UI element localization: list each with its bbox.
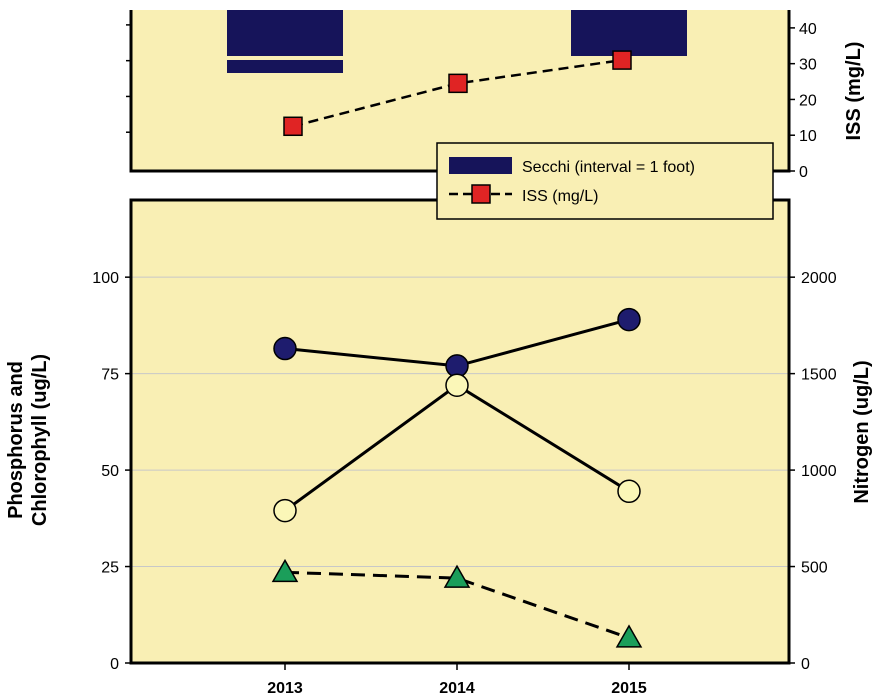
left-tick-label: 25 bbox=[101, 560, 119, 577]
nitrogen-axis-title: Nitrogen (ug/L) bbox=[851, 360, 873, 503]
right-tick-label: 2000 bbox=[801, 270, 837, 287]
legend: Secchi (interval = 1 foot) ISS (mg/L) bbox=[436, 142, 774, 220]
left-tick-label: 50 bbox=[101, 463, 119, 480]
series-line-triangle bbox=[284, 570, 630, 640]
top-right-axis: 0 10 20 30 40 bbox=[789, 21, 817, 181]
iss-axis-title: ISS (mg/L) bbox=[843, 42, 865, 141]
iss-tick-label: 40 bbox=[799, 21, 817, 38]
right-tick-label: 0 bbox=[801, 656, 810, 673]
secchi-bar-2015-1 bbox=[571, 10, 687, 56]
iss-series bbox=[283, 50, 632, 137]
iss-tick-label: 30 bbox=[799, 57, 817, 74]
right-tick-label: 500 bbox=[801, 560, 828, 577]
legend-box bbox=[436, 142, 774, 220]
x-axis: 2013 2014 2015 bbox=[267, 663, 647, 697]
point-triangle-2013 bbox=[271, 558, 299, 583]
bottom-panel: 0 25 50 75 100 0 500 1000 1500 2000 2013 2014 2015… bbox=[5, 198, 873, 697]
legend-iss-marker bbox=[471, 184, 491, 204]
iss-tick-label: 10 bbox=[799, 128, 817, 145]
point-circle-dark-2013 bbox=[273, 336, 297, 361]
iss-point-2015 bbox=[612, 50, 632, 70]
bottom-left-axis: 0 25 50 75 100 bbox=[92, 270, 131, 673]
iss-point-2014 bbox=[448, 73, 468, 94]
point-triangle-2015 bbox=[615, 624, 643, 648]
secchi-bar-2013-2 bbox=[227, 60, 343, 73]
iss-line bbox=[292, 58, 623, 128]
point-circle-light-2013 bbox=[273, 498, 297, 523]
x-tick-label: 2015 bbox=[611, 680, 647, 697]
gridlines bbox=[131, 276, 789, 568]
left-tick-label: 0 bbox=[110, 656, 119, 673]
right-tick-label: 1000 bbox=[801, 463, 837, 480]
iss-tick-label: 20 bbox=[799, 92, 817, 109]
bottom-right-axis: 0 500 1000 1500 2000 bbox=[789, 270, 837, 673]
bottom-plot-area bbox=[131, 200, 789, 663]
iss-tick-label: 0 bbox=[799, 164, 808, 181]
left-tick-label: 75 bbox=[101, 367, 119, 384]
top-left-ticks bbox=[126, 24, 131, 133]
iss-point-2013 bbox=[283, 116, 303, 137]
secchi-bars bbox=[227, 10, 687, 73]
legend-iss-label: ISS (mg/L) bbox=[522, 188, 598, 205]
point-circle-dark-2015 bbox=[617, 307, 641, 332]
point-triangle-2014 bbox=[443, 564, 471, 588]
right-tick-label: 1500 bbox=[801, 367, 837, 384]
left-axis-title-line2: Chlorophyll (ug/L) bbox=[29, 354, 51, 526]
x-tick-label: 2014 bbox=[439, 680, 475, 697]
secchi-bar-2013-1 bbox=[227, 10, 343, 56]
point-circle-light-2015 bbox=[617, 479, 641, 504]
x-tick-label: 2013 bbox=[267, 680, 303, 697]
legend-secchi-swatch bbox=[449, 157, 512, 174]
point-circle-light-2014 bbox=[445, 373, 469, 397]
bottom-series bbox=[271, 307, 643, 648]
left-tick-label: 100 bbox=[92, 270, 119, 287]
legend-secchi-label: Secchi (interval = 1 foot) bbox=[522, 159, 695, 176]
left-axis-title-line1: Phosphorus and bbox=[5, 361, 27, 519]
